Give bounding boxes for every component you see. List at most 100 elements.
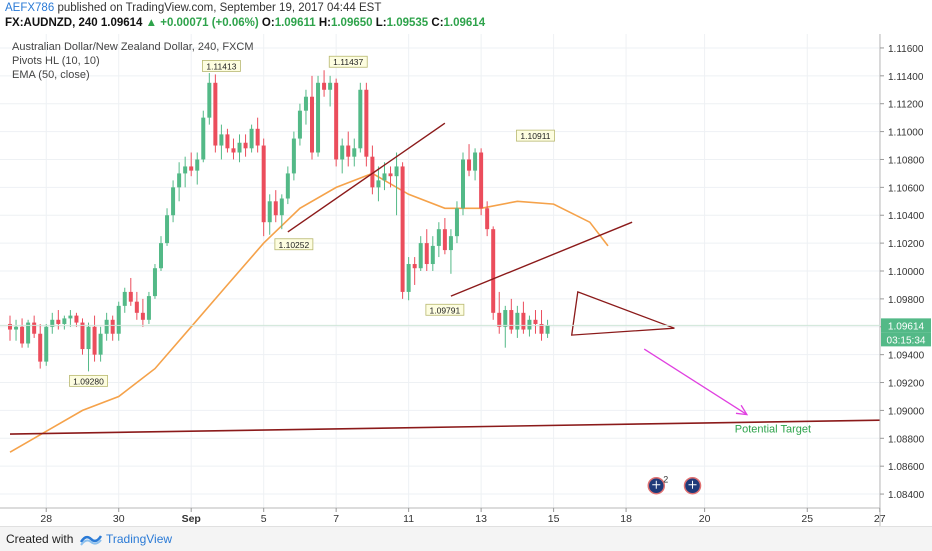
author-link[interactable]: AEFX786 — [5, 2, 55, 14]
candle-bear — [189, 166, 194, 171]
candle-bull — [116, 305, 121, 334]
candle-bull — [44, 326, 49, 362]
pivot-label: 1.10911 — [520, 131, 550, 141]
candle-bear — [128, 291, 133, 302]
candle-bear — [364, 89, 369, 157]
candle-bear — [20, 326, 25, 344]
candle-bull — [195, 159, 200, 171]
open-value: 1.09611 — [274, 17, 316, 29]
candle-bull — [279, 198, 284, 216]
rising-trendline-2 — [450, 221, 633, 297]
pivot-label: 1.11413 — [206, 61, 236, 71]
candle-bull — [406, 264, 411, 292]
tradingview-logo-icon — [80, 535, 102, 546]
price-axis[interactable]: 1.11600 1.11400 1.11200 1.11000 1.10800 1.106… — [880, 44, 925, 501]
candle-bull — [104, 319, 109, 334]
candle-bull — [352, 148, 357, 157]
candle-bull — [358, 89, 363, 149]
candle-bull — [418, 243, 423, 269]
price-tick-label: 1.11000 — [888, 128, 924, 139]
candle-bear — [273, 201, 278, 216]
candle-bull — [328, 82, 333, 90]
publish-line: AEFX786 published on TradingView.com, Se… — [5, 2, 381, 14]
arrow-head-icon — [735, 404, 749, 416]
low-value: 1.09535 — [386, 17, 429, 29]
time-tick-label: 18 — [620, 513, 632, 525]
low-label: L: — [375, 17, 387, 29]
pivot-label-box — [425, 303, 465, 316]
high-label: H: — [318, 17, 331, 29]
price-tick-label: 1.08800 — [888, 434, 925, 445]
candle-bull — [68, 315, 73, 319]
candle-bear — [497, 312, 502, 327]
candle-bull — [454, 208, 459, 237]
legend-ema[interactable]: EMA (50, close) — [12, 69, 90, 81]
open-label: O: — [261, 17, 275, 29]
publish-info: published on TradingView.com, September … — [57, 2, 382, 14]
candle-bull — [62, 318, 67, 324]
candle-bull — [146, 296, 151, 320]
candle-bull — [165, 215, 170, 244]
candle-bull — [303, 96, 308, 111]
candle-bear — [231, 148, 236, 153]
candle-bear — [442, 229, 447, 251]
price-badges: 1.09614 03:15:34 — [0, 318, 931, 347]
candle-bull — [503, 310, 508, 327]
pivot-label-box — [69, 374, 108, 387]
candle-bear — [261, 145, 266, 223]
last-price-badge — [881, 318, 931, 333]
candle-bull — [291, 138, 296, 174]
candle-bull — [376, 180, 381, 188]
candle-bull — [316, 82, 321, 153]
time-tick-label: 27 — [874, 513, 886, 525]
candle-bull — [249, 128, 254, 149]
candle-bear — [346, 145, 351, 157]
candle-bull — [50, 319, 55, 327]
price-tick-label: 1.11600 — [888, 44, 924, 55]
candle-bull — [285, 173, 290, 199]
event-count: 2 — [663, 475, 668, 485]
last-price-badge-text: 1.09614 — [888, 321, 925, 332]
potential-target-label: Potential Target — [735, 424, 811, 436]
candle-bear — [38, 333, 43, 362]
candle-bear — [467, 159, 472, 171]
time-tick-label: 25 — [801, 513, 813, 525]
price-tick-label: 1.10200 — [888, 239, 925, 250]
candle-bear — [479, 152, 484, 209]
close-label: C: — [431, 17, 444, 29]
close-value: 1.09614 — [443, 17, 486, 29]
candle-bull — [207, 82, 212, 118]
price-chart[interactable]: Potential Target 2 1.09280 1.11413 1.10252 1… — [0, 34, 932, 526]
candle-bear — [322, 82, 327, 90]
triangle-pattern — [570, 291, 675, 336]
candle-bear — [370, 156, 375, 188]
candle-bear — [400, 166, 405, 292]
time-tick-label: 30 — [113, 513, 125, 525]
tradingview-brand-link[interactable]: TradingView — [106, 532, 173, 546]
candle-bear — [80, 322, 85, 350]
time-tick-label: 13 — [475, 513, 487, 525]
price-tick-label: 1.10600 — [888, 183, 925, 194]
candle-bear — [310, 96, 314, 153]
created-with-label: Created with — [6, 532, 74, 546]
candle-bear — [243, 142, 248, 149]
time-axis[interactable]: 28 30 Sep 5 7 11 13 15 18 20 25 27 — [40, 508, 886, 525]
candle-bear — [8, 323, 12, 330]
pivot-label: 1.09280 — [73, 376, 104, 386]
time-tick-label: Sep — [182, 513, 201, 525]
candle-bull — [183, 166, 188, 174]
legend-pivots[interactable]: Pivots HL (10, 10) — [12, 55, 100, 67]
flag-cross-icon — [688, 480, 697, 489]
projection-arrow — [643, 348, 748, 416]
support-trendline — [9, 419, 880, 435]
price-tick-label: 1.09400 — [888, 351, 925, 362]
candle-bear — [491, 229, 496, 313]
candle-bull — [159, 243, 163, 269]
countdown-badge-text: 03:15:34 — [887, 335, 926, 346]
candle-bear — [388, 173, 393, 177]
candle-bull — [86, 326, 91, 350]
candle-bull — [527, 319, 532, 330]
candle-bull — [177, 173, 182, 188]
pivot-label: 1.09791 — [430, 305, 461, 315]
pivot-label: 1.10252 — [279, 240, 310, 250]
